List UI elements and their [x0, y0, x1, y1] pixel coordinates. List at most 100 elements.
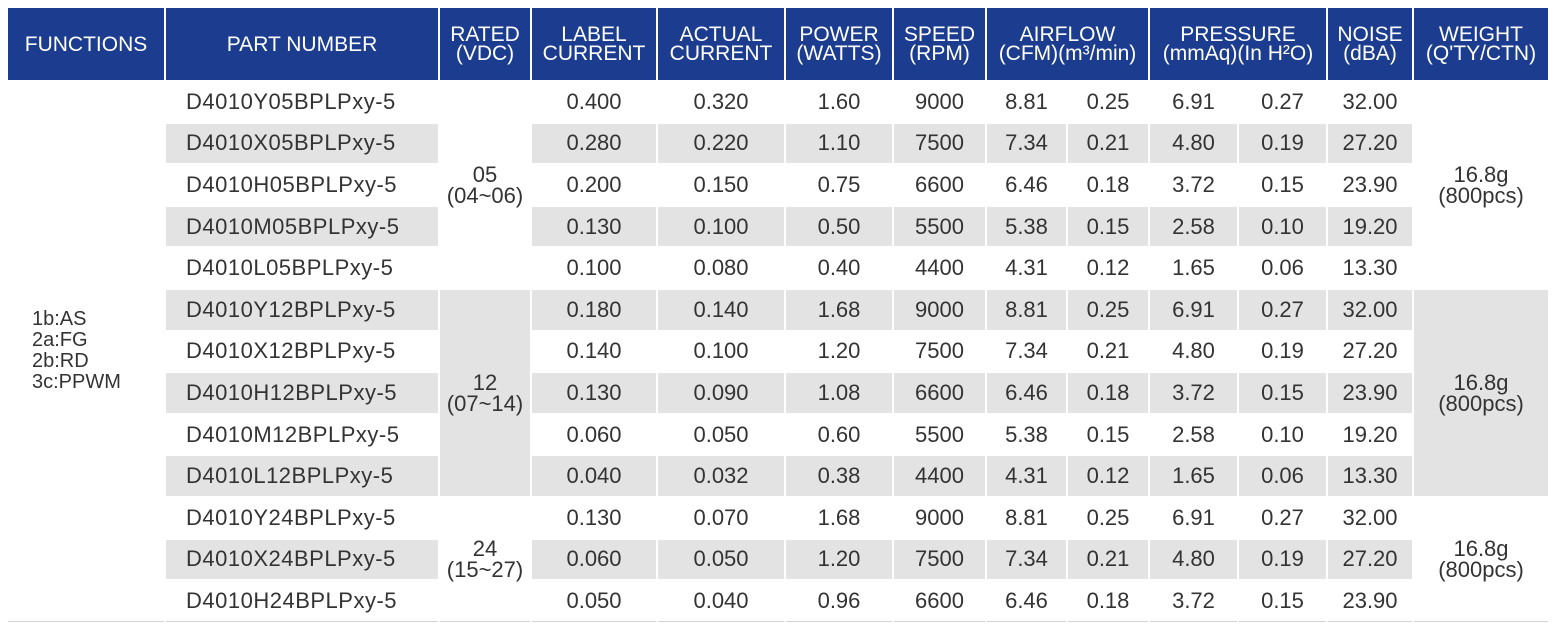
part-number-header-label: PART NUMBER: [226, 32, 378, 56]
pressure-mmaq-cell: 3.72: [1148, 163, 1239, 207]
rated-header-line2: (VDC): [455, 42, 515, 65]
airflow-m3min-cell: 0.25: [1066, 495, 1150, 540]
function-item: 3c:PPWM: [32, 371, 121, 394]
speed-header-line1: SPEED: [903, 23, 976, 46]
rated-header: RATED (VDC): [438, 6, 532, 82]
pressure-inh2o-cell: 0.15: [1237, 579, 1328, 622]
airflow-header-line2: (CFM)(m³/min): [998, 42, 1137, 65]
part-number-header: PART NUMBER: [164, 6, 440, 82]
actual-current-header: ACTUAL CURRENT: [656, 6, 786, 82]
speed-cell: 6600: [892, 163, 987, 207]
airflow-header-line1: AIRFLOW: [1019, 23, 1116, 46]
part-number-cell: D4010H05BPLPxy-5: [164, 163, 440, 207]
noise-cell: 23.90: [1326, 579, 1414, 622]
power-cell: 1.68: [784, 287, 894, 332]
speed-header: SPEED (RPM): [892, 6, 987, 82]
speed-cell: 7500: [892, 329, 987, 373]
actual-current-cell: 0.220: [656, 121, 786, 165]
airflow-m3min-cell: 0.18: [1066, 371, 1150, 415]
label-current-cell: 0.060: [530, 537, 658, 581]
power-header-line2: (WATTS): [796, 42, 882, 65]
airflow-cfm-cell: 4.31: [985, 246, 1068, 290]
part-number-cell: D4010L12BPLPxy-5: [164, 454, 440, 498]
part-number-cell: D4010H24BPLPxy-5: [164, 579, 440, 622]
pressure-inh2o-cell: 0.10: [1237, 204, 1328, 248]
label-current-cell: 0.140: [530, 329, 658, 373]
rated-header-line1: RATED: [450, 23, 520, 46]
airflow-m3min-cell: 0.21: [1066, 121, 1150, 165]
part-number-cell: D4010X24BPLPxy-5: [164, 537, 440, 581]
noise-header: NOISE (dBA): [1326, 6, 1414, 82]
airflow-m3min-cell: 0.21: [1066, 329, 1150, 373]
pressure-mmaq-cell: 1.65: [1148, 246, 1239, 290]
fan-spec-table: FUNCTIONS PART NUMBER RATED (VDC) LABEL CU…: [6, 6, 1550, 622]
rated-voltage-range: (07~14): [446, 390, 524, 416]
pressure-mmaq-cell: 4.80: [1148, 537, 1239, 581]
pressure-mmaq-cell: 2.58: [1148, 412, 1239, 456]
weight-value: 16.8g: [1453, 161, 1509, 187]
label-current-header-line2: CURRENT: [542, 42, 646, 65]
label-current-cell: 0.130: [530, 495, 658, 540]
part-number-cell: D4010X12BPLPxy-5: [164, 329, 440, 373]
pressure-inh2o-cell: 0.15: [1237, 163, 1328, 207]
airflow-header: AIRFLOW (CFM)(m³/min): [985, 6, 1150, 82]
pressure-mmaq-cell: 6.91: [1148, 287, 1239, 332]
pressure-mmaq-cell: 1.65: [1148, 454, 1239, 498]
weight-qty: (800pcs): [1438, 182, 1524, 208]
power-header-line1: POWER: [799, 23, 879, 46]
noise-cell: 23.90: [1326, 371, 1414, 415]
actual-current-cell: 0.100: [656, 329, 786, 373]
weight-qty: (800pcs): [1438, 557, 1524, 583]
noise-cell: 13.30: [1326, 246, 1414, 290]
airflow-cfm-cell: 8.81: [985, 495, 1068, 540]
speed-cell: 9000: [892, 287, 987, 332]
table-row: D4010X12BPLPxy-5 0.140 0.100 1.20 7500 7…: [7, 329, 1549, 373]
power-cell: 1.60: [784, 80, 894, 124]
airflow-m3min-cell: 0.12: [1066, 246, 1150, 290]
airflow-m3min-cell: 0.12: [1066, 454, 1150, 498]
label-current-cell: 0.130: [530, 204, 658, 248]
table-row: D4010M12BPLPxy-5 0.060 0.050 0.60 5500 5…: [7, 412, 1549, 456]
pressure-inh2o-cell: 0.15: [1237, 371, 1328, 415]
actual-current-header-line2: CURRENT: [669, 42, 773, 65]
noise-cell: 27.20: [1326, 329, 1414, 373]
part-number-cell: D4010X05BPLPxy-5: [164, 121, 440, 165]
actual-current-header-line1: ACTUAL: [679, 23, 763, 46]
weight-qty: (800pcs): [1438, 390, 1524, 416]
airflow-cfm-cell: 8.81: [985, 80, 1068, 124]
rated-voltage-range: (15~27): [446, 557, 524, 583]
header-row: FUNCTIONS PART NUMBER RATED (VDC) LABEL CU…: [6, 6, 1550, 82]
part-number-cell: D4010Y24BPLPxy-5: [164, 495, 440, 540]
airflow-cfm-cell: 7.34: [985, 537, 1068, 581]
weight-value: 16.8g: [1453, 369, 1509, 395]
part-number-cell: D4010H12BPLPxy-5: [164, 371, 440, 415]
speed-cell: 4400: [892, 246, 987, 290]
rated-voltage-cell: 12 (07~14): [438, 287, 532, 498]
label-current-cell: 0.130: [530, 371, 658, 415]
weight-header-line1: WEIGHT: [1439, 23, 1523, 46]
label-current-cell: 0.100: [530, 246, 658, 290]
weight-cell: 16.8g (800pcs): [1412, 287, 1550, 498]
table-row: D4010L12BPLPxy-5 0.040 0.032 0.38 4400 4…: [7, 454, 1549, 498]
table-row: D4010M05BPLPxy-5 0.130 0.100 0.50 5500 5…: [7, 204, 1549, 248]
actual-current-cell: 0.320: [656, 80, 786, 124]
table-row: D4010Y12BPLPxy-5 12 (07~14) 0.180 0.140 1…: [7, 287, 1550, 498]
airflow-cfm-cell: 7.34: [985, 121, 1068, 165]
airflow-cfm-cell: 8.81: [985, 287, 1068, 332]
airflow-cfm-cell: 6.46: [985, 371, 1068, 415]
speed-header-line2: (RPM): [909, 42, 970, 65]
table-body: 1b:AS 2a:FG 2b:RD 3c:PPWM D4010Y05BPLPxy…: [6, 79, 1550, 622]
part-number-cell: D4010Y05BPLPxy-5: [164, 80, 440, 124]
pressure-mmaq-cell: 6.91: [1148, 80, 1239, 124]
table-row: D4010L05BPLPxy-5 0.100 0.080 0.40 4400 4…: [7, 246, 1549, 290]
airflow-m3min-cell: 0.25: [1066, 287, 1150, 332]
speed-cell: 6600: [892, 579, 987, 622]
pressure-inh2o-cell: 0.10: [1237, 412, 1328, 456]
speed-cell: 6600: [892, 371, 987, 415]
rated-voltage-cell: 05 (04~06): [438, 80, 532, 290]
label-current-header: LABEL CURRENT: [530, 6, 658, 82]
weight-header-line2: (Q'TY/CTN): [1425, 42, 1537, 65]
airflow-m3min-cell: 0.18: [1066, 579, 1150, 622]
airflow-m3min-cell: 0.21: [1066, 537, 1150, 581]
airflow-cfm-cell: 5.38: [985, 412, 1068, 456]
